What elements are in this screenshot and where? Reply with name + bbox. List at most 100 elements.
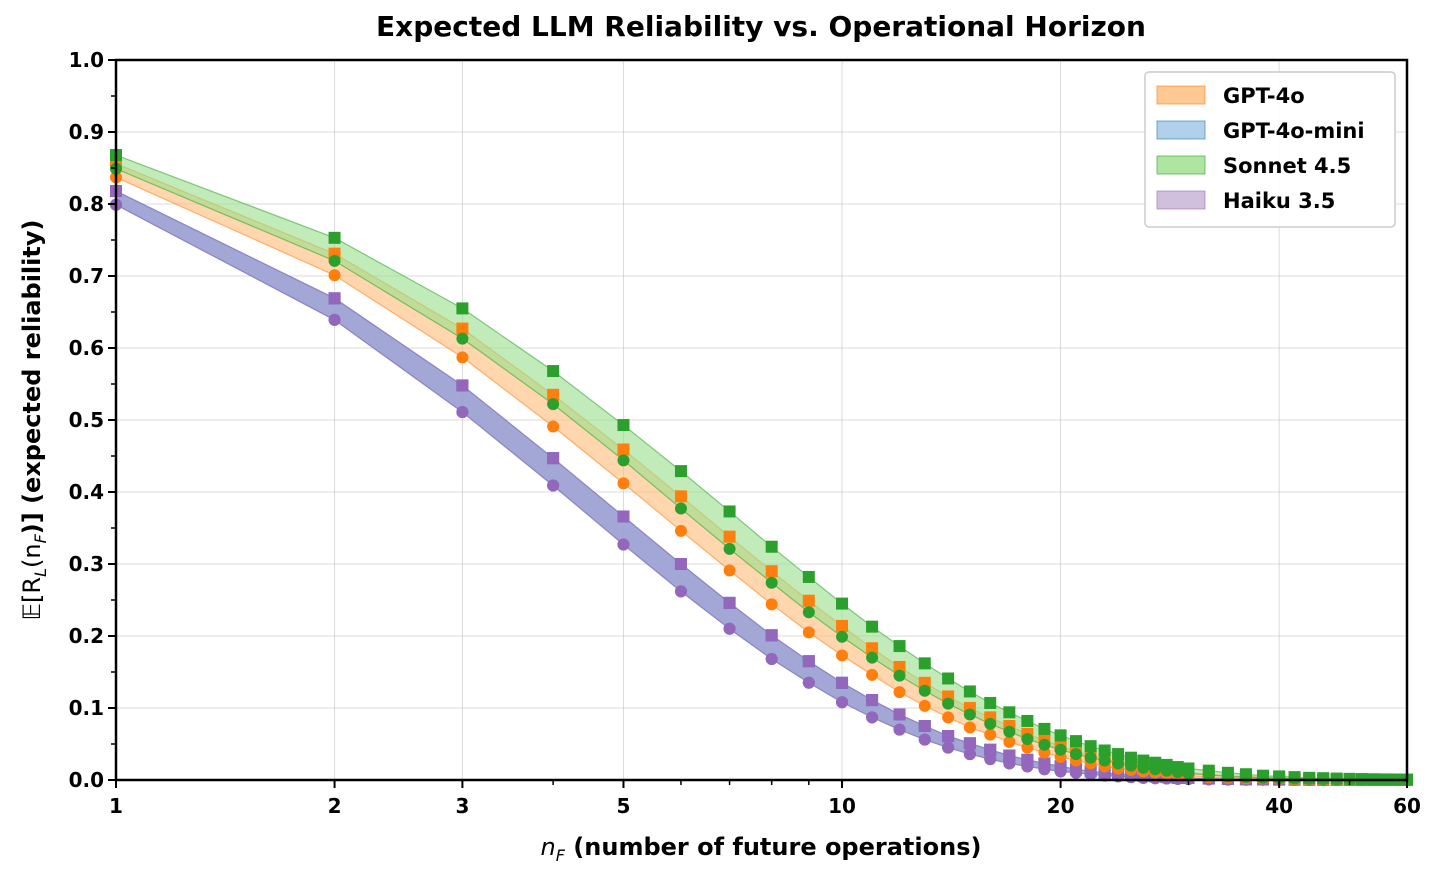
marker-lower-sonnet-4-5	[723, 542, 736, 555]
x-tick-label: 5	[617, 794, 631, 818]
marker-lower-gpt-4o	[674, 524, 687, 537]
marker-lower-sonnet-4-5	[1054, 743, 1067, 756]
y-axis-sub1: L	[31, 568, 50, 577]
marker-lower-haiku-3-5	[866, 711, 879, 724]
marker-upper-sonnet-4-5	[918, 657, 931, 670]
marker-lower-sonnet-4-5	[547, 398, 560, 411]
marker-lower-haiku-3-5	[963, 748, 976, 761]
marker-lower-gpt-4o	[802, 626, 815, 639]
legend-label-gpt-4o-mini: GPT-4o-mini	[1223, 119, 1365, 143]
marker-lower-gpt-4o	[984, 728, 997, 741]
y-tick-label: 0.7	[69, 264, 104, 288]
marker-lower-haiku-3-5	[836, 696, 849, 709]
marker-upper-sonnet-4-5	[1084, 740, 1097, 753]
marker-lower-sonnet-4-5	[456, 332, 469, 345]
marker-lower-sonnet-4-5	[1288, 772, 1301, 785]
y-tick-label: 0.2	[69, 624, 104, 648]
marker-upper-haiku-3-5	[802, 655, 815, 668]
marker-lower-gpt-4o	[617, 477, 630, 490]
y-tick-label: 0.5	[69, 408, 104, 432]
marker-lower-gpt-4o	[765, 598, 778, 611]
marker-upper-sonnet-4-5	[893, 640, 906, 653]
marker-lower-sonnet-4-5	[1084, 751, 1097, 764]
marker-upper-sonnet-4-5	[328, 231, 341, 244]
y-tick-label: 1.0	[69, 48, 104, 72]
marker-upper-sonnet-4-5	[963, 685, 976, 698]
legend-label-gpt-4o: GPT-4o	[1223, 84, 1305, 108]
marker-lower-sonnet-4-5	[1239, 771, 1252, 784]
marker-upper-haiku-3-5	[963, 737, 976, 750]
marker-upper-haiku-3-5	[456, 379, 469, 392]
band-sonnet-4-5	[115, 154, 1408, 781]
marker-upper-sonnet-4-5	[1038, 722, 1051, 735]
marker-lower-haiku-3-5	[1003, 757, 1016, 770]
legend: GPT-4o GPT-4o-mini Sonnet 4.5 Haiku 3.5	[1144, 71, 1396, 228]
legend-item-gpt-4o: GPT-4o	[1156, 84, 1305, 108]
marker-lower-sonnet-4-5	[1149, 763, 1162, 776]
y-tick-label: 0.6	[69, 336, 104, 360]
marker-upper-sonnet-4-5	[547, 365, 560, 378]
legend-item-haiku-3-5: Haiku 3.5	[1156, 189, 1335, 213]
marker-lower-haiku-3-5	[617, 538, 630, 551]
marker-lower-gpt-4o	[547, 420, 560, 433]
marker-upper-sonnet-4-5	[674, 465, 687, 478]
marker-upper-haiku-3-5	[918, 720, 931, 732]
marker-upper-sonnet-4-5	[1021, 714, 1034, 727]
marker-lower-sonnet-4-5	[963, 708, 976, 721]
y-axis-label: 𝔼[RL(nF)] (expected reliability)	[18, 220, 50, 621]
marker-lower-sonnet-4-5	[1003, 725, 1016, 738]
marker-lower-haiku-3-5	[1054, 765, 1067, 778]
y-tick-label: 0.1	[69, 696, 104, 720]
marker-lower-sonnet-4-5	[1038, 738, 1051, 751]
marker-upper-haiku-3-5	[328, 292, 341, 305]
y-axis-mid: (n	[18, 543, 46, 568]
marker-lower-sonnet-4-5	[1069, 748, 1082, 761]
y-axis-post: )] (expected reliability)	[18, 220, 46, 535]
band-gpt-4o-mini	[115, 190, 1407, 781]
x-tick-label: 2	[328, 794, 342, 818]
marker-lower-haiku-3-5	[984, 753, 997, 766]
marker-upper-gpt-4o	[617, 443, 630, 456]
marker-upper-gpt-4o	[723, 530, 736, 543]
marker-lower-sonnet-4-5	[1202, 768, 1215, 781]
marker-lower-gpt-4o	[918, 699, 931, 712]
marker-lower-sonnet-4-5	[328, 254, 341, 267]
marker-upper-gpt-4o	[836, 619, 849, 632]
marker-upper-sonnet-4-5	[456, 302, 469, 315]
y-tick-label: 0.0	[69, 768, 104, 792]
marker-upper-haiku-3-5	[547, 452, 560, 465]
x-axis-rest: (number of future operations)	[565, 833, 982, 861]
marker-lower-haiku-3-5	[456, 406, 469, 419]
marker-lower-sonnet-4-5	[765, 576, 778, 589]
marker-lower-haiku-3-5	[802, 676, 815, 689]
x-tick-label: 60	[1393, 794, 1421, 818]
legend-label-sonnet-4-5: Sonnet 4.5	[1223, 154, 1351, 178]
marker-lower-haiku-3-5	[893, 723, 906, 736]
marker-upper-gpt-4o	[802, 594, 815, 607]
marker-lower-sonnet-4-5	[1098, 754, 1111, 767]
marker-upper-sonnet-4-5	[723, 505, 736, 518]
chart-title: Expected LLM Reliability vs. Operational…	[376, 10, 1146, 43]
marker-lower-gpt-4o	[456, 351, 469, 364]
marker-lower-haiku-3-5	[1084, 768, 1097, 781]
marker-lower-gpt-4o	[328, 269, 341, 282]
marker-lower-haiku-3-5	[1021, 760, 1034, 773]
marker-lower-gpt-4o	[836, 649, 849, 662]
marker-lower-haiku-3-5	[1098, 769, 1111, 782]
marker-upper-sonnet-4-5	[802, 570, 815, 583]
marker-upper-sonnet-4-5	[984, 696, 997, 709]
marker-upper-gpt-4o	[547, 388, 560, 401]
marker-lower-haiku-3-5	[547, 479, 560, 492]
marker-upper-gpt-4o	[893, 660, 906, 673]
marker-lower-sonnet-4-5	[1171, 766, 1184, 779]
legend-label-haiku-3-5: Haiku 3.5	[1223, 189, 1335, 213]
x-tick-label: 1	[109, 794, 123, 818]
marker-upper-sonnet-4-5	[1054, 729, 1067, 742]
marker-upper-sonnet-4-5	[1112, 748, 1125, 761]
marker-lower-sonnet-4-5	[1137, 761, 1150, 774]
band-gpt-4o	[115, 162, 1408, 781]
marker-lower-sonnet-4-5	[866, 651, 879, 664]
x-tick-label: 10	[828, 794, 856, 818]
marker-lower-sonnet-4-5	[893, 669, 906, 682]
